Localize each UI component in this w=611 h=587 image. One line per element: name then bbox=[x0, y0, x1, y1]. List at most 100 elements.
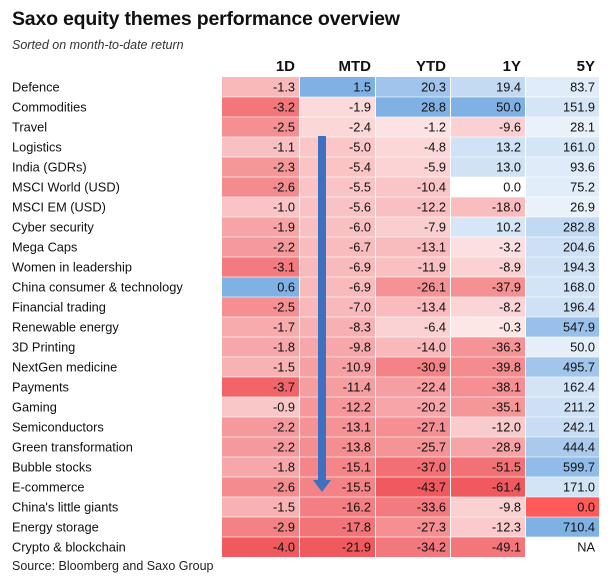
row-label: Renewable energy bbox=[12, 320, 119, 335]
heat-cell bbox=[526, 197, 599, 217]
cell-value: -2.2 bbox=[273, 240, 295, 255]
cell-value: 20.3 bbox=[421, 80, 446, 95]
heat-cell bbox=[526, 117, 599, 137]
cell-value: -16.2 bbox=[342, 500, 371, 515]
heat-cell bbox=[222, 317, 299, 337]
heat-cell bbox=[222, 277, 299, 297]
cell-value: -5.5 bbox=[349, 180, 371, 195]
heat-cell bbox=[222, 237, 299, 257]
heat-cell bbox=[526, 517, 599, 537]
heat-cell bbox=[376, 397, 450, 417]
heat-cell bbox=[300, 497, 375, 517]
row-label: 3D Printing bbox=[12, 340, 75, 355]
cell-value: 1.5 bbox=[353, 80, 371, 95]
cell-value: -5.4 bbox=[349, 160, 371, 175]
cell-value: -0.3 bbox=[499, 320, 521, 335]
row-label: Logistics bbox=[12, 140, 62, 155]
chart-title: Saxo equity themes performance overview bbox=[12, 8, 400, 30]
cell-value: -6.9 bbox=[349, 260, 371, 275]
cell-value: 13.2 bbox=[496, 140, 521, 155]
source-note: Source: Bloomberg and Saxo Group bbox=[12, 559, 214, 573]
heat-cell bbox=[376, 317, 450, 337]
row-label: Commodities bbox=[12, 100, 87, 115]
heat-cell bbox=[526, 77, 599, 97]
heat-cell bbox=[222, 337, 299, 357]
heat-cell bbox=[222, 517, 299, 537]
heat-cell bbox=[451, 417, 525, 437]
cell-value: -10.4 bbox=[417, 180, 446, 195]
row-label: Cyber security bbox=[12, 220, 94, 235]
heat-cell bbox=[222, 537, 299, 557]
cell-value: 444.4 bbox=[563, 440, 595, 455]
cell-value: -38.1 bbox=[492, 380, 521, 395]
heat-cell bbox=[526, 497, 599, 517]
heat-cell bbox=[526, 157, 599, 177]
heat-cell bbox=[526, 437, 599, 457]
cell-value: 28.1 bbox=[570, 120, 595, 135]
heat-cell bbox=[222, 457, 299, 477]
cell-value: NA bbox=[577, 540, 595, 555]
row-label: MSCI EM (USD) bbox=[12, 200, 106, 215]
heat-cell bbox=[376, 277, 450, 297]
row-label: Mega Caps bbox=[12, 240, 77, 255]
cell-value: -6.9 bbox=[349, 280, 371, 295]
cell-value: 0.0 bbox=[503, 180, 521, 195]
heat-cell bbox=[222, 377, 299, 397]
heat-cell bbox=[526, 337, 599, 357]
cell-value: -8.2 bbox=[499, 300, 521, 315]
cell-value: 171.0 bbox=[563, 480, 595, 495]
cell-value: -21.9 bbox=[342, 540, 371, 555]
cell-value: -13.8 bbox=[342, 440, 371, 455]
heat-cell bbox=[376, 517, 450, 537]
row-label: NextGen medicine bbox=[12, 360, 117, 375]
cell-value: -6.0 bbox=[349, 220, 371, 235]
cell-value: -49.1 bbox=[492, 540, 521, 555]
cell-value: -1.1 bbox=[273, 140, 295, 155]
cell-value: 204.6 bbox=[563, 240, 595, 255]
chart-subtitle: Sorted on month-to-date return bbox=[12, 38, 184, 52]
row-label: Gaming bbox=[12, 400, 57, 415]
heat-cell bbox=[222, 177, 299, 197]
heat-cell bbox=[222, 117, 299, 137]
cell-value: -27.3 bbox=[417, 520, 446, 535]
heat-cell bbox=[222, 297, 299, 317]
cell-value: 83.7 bbox=[570, 80, 595, 95]
heat-cell bbox=[526, 297, 599, 317]
cell-value: -2.4 bbox=[349, 120, 371, 135]
row-label: Payments bbox=[12, 380, 69, 395]
heat-cell bbox=[526, 377, 599, 397]
heat-cell bbox=[376, 177, 450, 197]
cell-value: -12.3 bbox=[492, 520, 521, 535]
heat-cell bbox=[451, 157, 525, 177]
cell-value: 547.9 bbox=[563, 320, 595, 335]
cell-value: -5.0 bbox=[349, 140, 371, 155]
heat-cell bbox=[451, 297, 525, 317]
cell-value: -1.2 bbox=[424, 120, 446, 135]
heat-cell bbox=[451, 477, 525, 497]
cell-value: -25.7 bbox=[417, 440, 446, 455]
heat-cell bbox=[526, 137, 599, 157]
heat-cell bbox=[451, 377, 525, 397]
cell-value: -12.0 bbox=[492, 420, 521, 435]
cell-value: 0.0 bbox=[577, 500, 595, 515]
heat-cell bbox=[222, 197, 299, 217]
cell-value: -34.2 bbox=[417, 540, 446, 555]
heat-cell bbox=[376, 457, 450, 477]
heat-cell bbox=[451, 537, 525, 557]
row-label: Women in leadership bbox=[12, 260, 132, 275]
heat-cell bbox=[526, 257, 599, 277]
heat-cell bbox=[300, 77, 375, 97]
heat-cell bbox=[526, 477, 599, 497]
cell-value: -3.7 bbox=[273, 380, 295, 395]
heat-cell bbox=[222, 157, 299, 177]
heat-cell bbox=[526, 457, 599, 477]
cell-value: -37.0 bbox=[417, 460, 446, 475]
heat-cell bbox=[376, 337, 450, 357]
heat-cell bbox=[376, 297, 450, 317]
cell-value: -3.2 bbox=[499, 240, 521, 255]
cell-value: -1.3 bbox=[273, 80, 295, 95]
heat-cell bbox=[451, 237, 525, 257]
row-label: China's little giants bbox=[12, 500, 118, 515]
cell-value: -11.9 bbox=[418, 260, 446, 275]
cell-value: -1.7 bbox=[273, 320, 295, 335]
